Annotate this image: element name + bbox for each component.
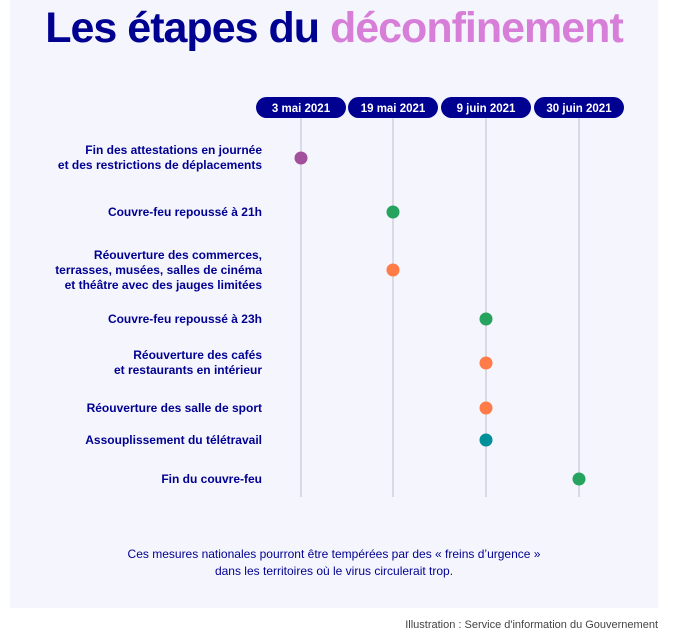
date-pill [348,97,438,118]
step-label-2: Couvre-feu repoussé à 21h [107,204,262,219]
step-label-5: Réouverture des cafés et restaurants en … [113,348,262,377]
date-pill [534,97,624,118]
image-credit: Illustration : Service d'information du … [405,619,658,631]
title-part-1: Les étapes du [45,4,330,52]
date-header-4: 30 juin 2021 [534,97,624,118]
step-label-6: Réouverture des salle de sport [86,400,262,415]
date-header-1: 3 mai 2021 [256,97,346,118]
step-label-4: Couvre-feu repoussé à 23h [107,311,262,326]
timeline-dots [294,151,586,486]
footnote: Ces mesures nationales pourront être tem… [127,547,541,578]
step-dot-3 [386,263,400,277]
date-pill [256,97,346,118]
step-dot-4 [479,312,493,326]
timeline-lines [300,118,580,497]
step-label-8: Fin du couvre-feu [161,471,262,486]
step-label-7: Assouplissement du télétravail [85,432,262,447]
date-label: 19 mai 2021 [361,103,426,115]
step-dot-6 [479,401,493,415]
step-dot-7 [479,433,493,447]
step-label-3: Réouverture des commerces, terrasses, mu… [55,247,262,292]
date-headers: 3 mai 2021 19 mai 2021 9 juin 2021 30 juin … [256,97,624,118]
page-title: Les étapes du déconfinement [10,4,658,53]
step-dot-2 [386,205,400,219]
date-pill [441,97,531,118]
step-dot-8 [572,472,586,486]
title-part-2: déconfinement [329,4,624,52]
date-label: 9 juin 2021 [457,103,516,115]
step-label-1: Fin des attestations en journée et des r… [57,143,262,172]
step-dot-1 [294,151,308,165]
date-label: 30 juin 2021 [546,103,612,115]
date-label: 3 mai 2021 [272,103,331,115]
step-dot-5 [479,356,493,370]
date-header-3: 9 juin 2021 [441,97,531,118]
timeline-chart: 3 mai 2021 19 mai 2021 9 juin 2021 30 juin … [256,97,624,497]
date-header-2: 19 mai 2021 [348,97,438,118]
